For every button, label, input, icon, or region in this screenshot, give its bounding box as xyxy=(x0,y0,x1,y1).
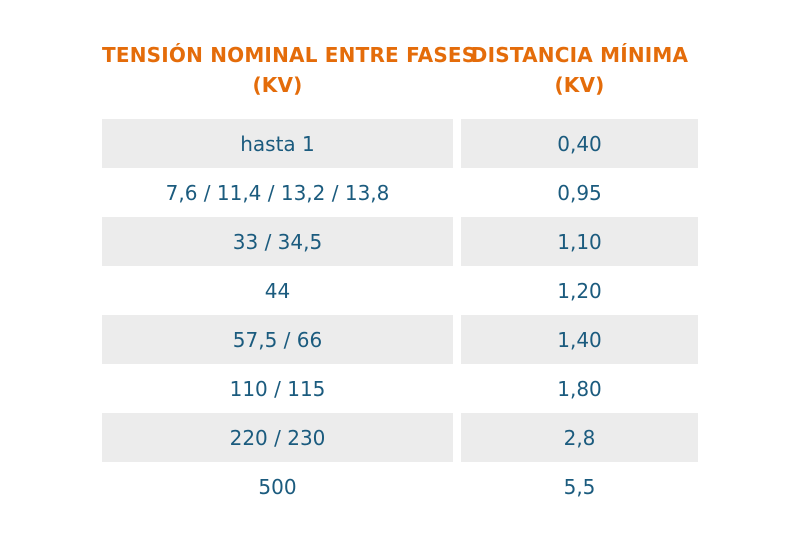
table-row: hasta 1 0,40 xyxy=(102,119,698,168)
header-distancia-title: DISTANCIA MÍNIMA xyxy=(470,43,689,67)
table-row: 7,6 / 11,4 / 13,2 / 13,8 0,95 xyxy=(102,168,698,217)
cell-distancia: 1,40 xyxy=(461,315,698,364)
table-row: 220 / 230 2,8 xyxy=(102,413,698,462)
cell-distancia: 5,5 xyxy=(563,474,596,499)
cell-tension: 57,5 / 66 xyxy=(102,315,453,364)
cell-distancia: 1,10 xyxy=(461,217,698,266)
cell-distancia: 0,95 xyxy=(557,180,602,205)
cell-distancia: 1,20 xyxy=(557,278,602,303)
table-row: 57,5 / 66 1,40 xyxy=(102,315,698,364)
header-distancia: DISTANCIA MÍNIMA (KV) xyxy=(461,40,698,116)
header-distancia-unit: (KV) xyxy=(554,73,605,97)
cell-distancia: 1,80 xyxy=(557,376,602,401)
cell-tension: 33 / 34,5 xyxy=(102,217,453,266)
cell-tension: 44 xyxy=(264,278,291,303)
cell-tension: 7,6 / 11,4 / 13,2 / 13,8 xyxy=(165,180,390,205)
header-tension: TENSIÓN NOMINAL ENTRE FASES (KV) xyxy=(102,40,477,116)
cell-distancia: 2,8 xyxy=(461,413,698,462)
table-row: 500 5,5 xyxy=(102,462,698,511)
table-header: TENSIÓN NOMINAL ENTRE FASES (KV) DISTANC… xyxy=(102,40,698,116)
distance-table: TENSIÓN NOMINAL ENTRE FASES (KV) DISTANC… xyxy=(102,40,698,511)
cell-tension: 220 / 230 xyxy=(102,413,453,462)
table-body: hasta 1 0,40 7,6 / 11,4 / 13,2 / 13,8 0,… xyxy=(102,119,698,511)
header-tension-unit: (KV) xyxy=(252,73,303,97)
cell-tension: hasta 1 xyxy=(102,119,453,168)
cell-distancia: 0,40 xyxy=(461,119,698,168)
table-row: 44 1,20 xyxy=(102,266,698,315)
table-row: 110 / 115 1,80 xyxy=(102,364,698,413)
cell-tension: 500 xyxy=(258,474,297,499)
header-tension-title: TENSIÓN NOMINAL ENTRE FASES xyxy=(102,43,477,67)
table-row: 33 / 34,5 1,10 xyxy=(102,217,698,266)
cell-tension: 110 / 115 xyxy=(229,376,326,401)
